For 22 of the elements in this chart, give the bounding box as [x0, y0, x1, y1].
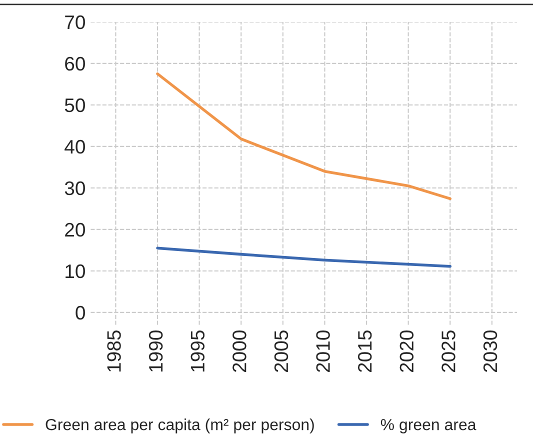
x-tick-label: 1995 [190, 330, 205, 372]
x-tick-label: 2020 [400, 330, 414, 372]
line-series [156, 246, 452, 268]
y-tick-label: 70 [65, 15, 85, 30]
x-tick-label: 2015 [358, 330, 372, 372]
y-tick-label: 50 [64, 98, 85, 112]
y-tick-label: 60 [65, 56, 85, 71]
x-tick-label: 2000 [232, 330, 246, 372]
x-tick-label: 1985 [107, 330, 121, 372]
x-tick-label: 2005 [274, 330, 288, 372]
legend-label: Green area per capita (m² per person) [46, 418, 314, 434]
y-tick-label: 20 [65, 222, 85, 237]
x-tick-label: 2025 [442, 330, 456, 372]
legend-label: % green area [380, 419, 476, 434]
y-tick-label: 10 [66, 264, 85, 278]
x-tick-label: 2030 [483, 330, 498, 372]
x-tick-label: 1990 [148, 330, 163, 372]
line-series [156, 72, 452, 200]
x-tick-label: 2010 [316, 330, 330, 372]
y-tick-label: 40 [64, 140, 85, 154]
y-tick-label: 30 [64, 181, 85, 196]
y-tick-label: 0 [76, 306, 85, 320]
